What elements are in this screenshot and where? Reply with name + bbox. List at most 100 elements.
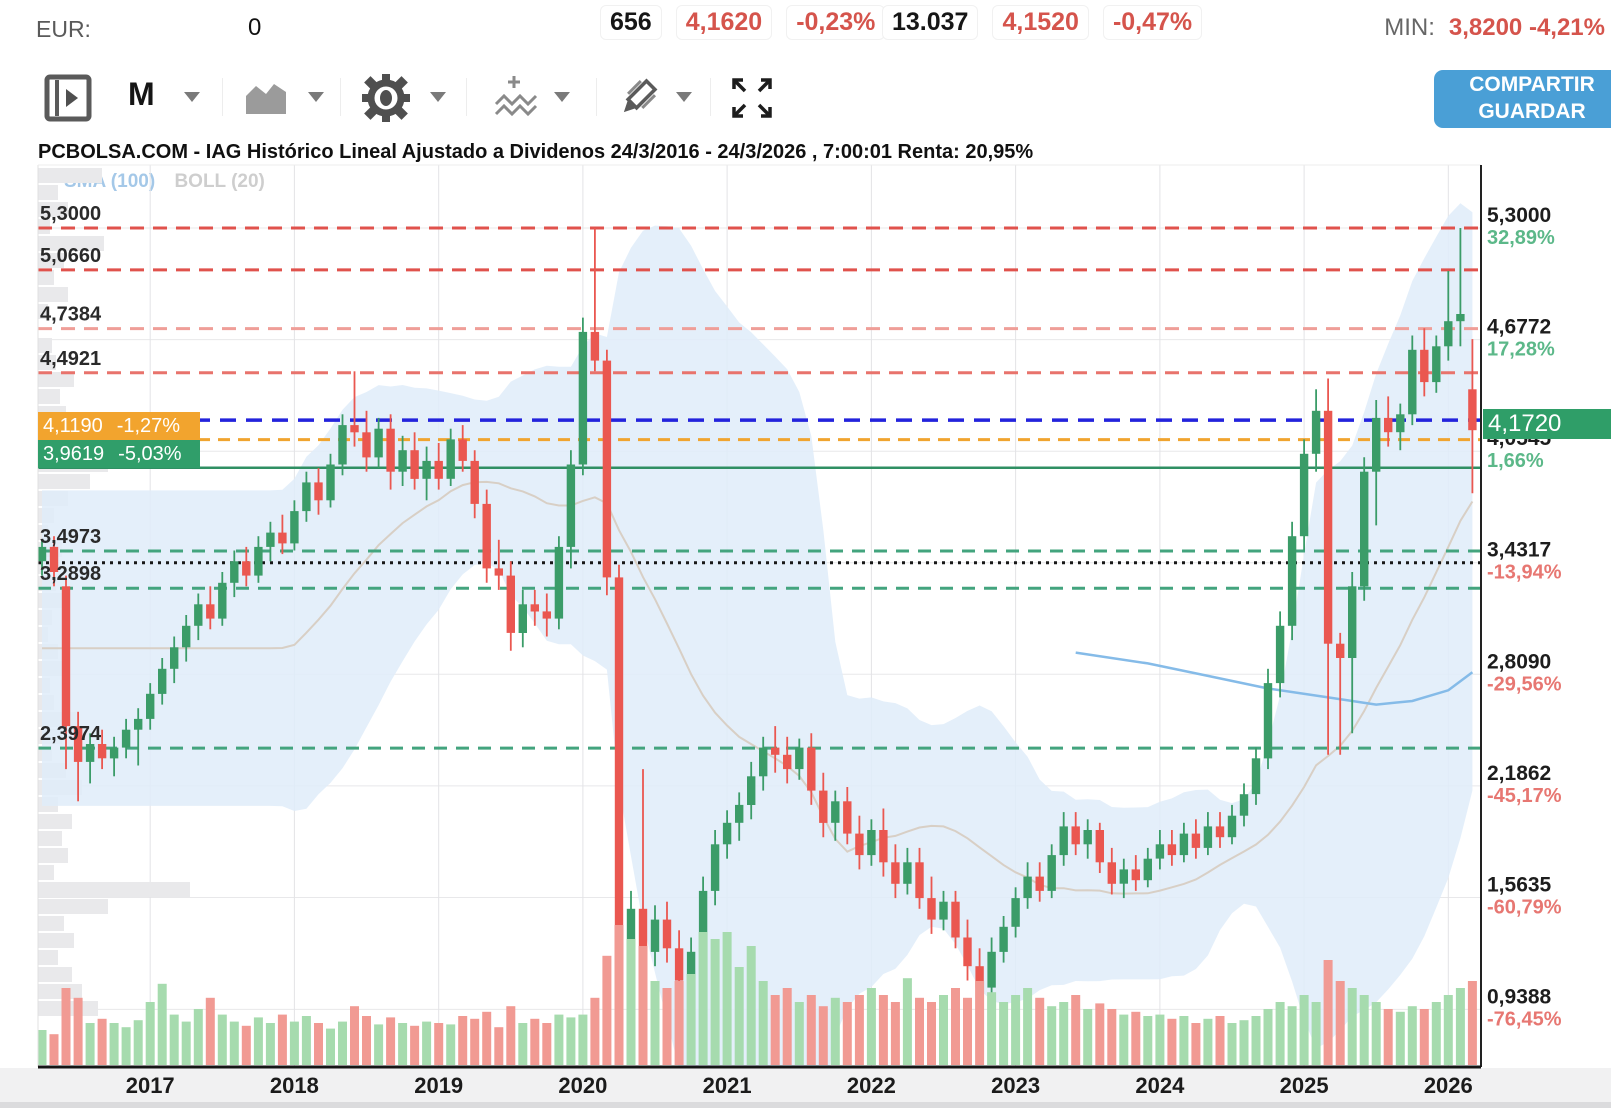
draw-pencil-icon[interactable]	[616, 76, 660, 120]
candle-body	[987, 951, 996, 988]
candle-body	[662, 919, 672, 949]
right-axis-value: 2,1862	[1487, 762, 1551, 785]
volume-bar	[1227, 1023, 1237, 1065]
x-axis-year-label: 2017	[126, 1073, 175, 1098]
candle-body	[458, 439, 467, 461]
volume-bar	[734, 967, 744, 1065]
volume-bar	[590, 997, 600, 1065]
volume-bar	[410, 1025, 420, 1065]
volume-bar	[253, 1017, 263, 1065]
candle-body	[638, 908, 648, 952]
candle-body	[710, 844, 720, 891]
volume-bar	[1143, 1016, 1153, 1065]
candle-body	[446, 439, 455, 479]
right-axis-value: 5,3000	[1487, 204, 1551, 227]
volume-bar	[49, 1034, 59, 1065]
candle-body	[1239, 794, 1249, 816]
volume-profile-bar	[38, 202, 68, 217]
x-axis-year-label: 2019	[414, 1073, 463, 1098]
share-save-button[interactable]: COMPARTIR GUARDAR	[1434, 70, 1611, 128]
chart-type-caret-icon[interactable]	[308, 92, 324, 102]
volume-bar	[1119, 1014, 1129, 1065]
volume-bar	[386, 1017, 396, 1065]
candle-body	[722, 822, 732, 845]
volume-bar	[1455, 988, 1465, 1065]
candle-body	[194, 604, 203, 626]
volume-bar	[662, 988, 672, 1065]
volume-bar	[97, 1018, 107, 1065]
interval-caret-icon[interactable]	[184, 92, 200, 102]
candle-body	[374, 428, 383, 458]
candle-body	[1035, 876, 1044, 891]
volume-bar	[1443, 995, 1453, 1065]
bottom-scroll-strip[interactable]	[0, 1102, 1611, 1108]
legend-boll[interactable]: BOLL (20)	[174, 171, 265, 192]
candle-body	[97, 744, 107, 759]
left-axis-value: 4,4921	[40, 348, 101, 370]
candle-body	[1143, 858, 1152, 881]
last-price-badge: 4,1720	[1483, 409, 1611, 439]
draw-caret-icon[interactable]	[676, 92, 692, 102]
fullscreen-icon[interactable]	[730, 76, 774, 120]
quote-change: -0,47%	[1102, 5, 1203, 40]
volume-bar	[902, 978, 912, 1065]
candle-body	[602, 360, 612, 578]
volume-bar	[169, 1014, 179, 1065]
badge-value: 3,9619	[43, 442, 105, 465]
x-axis-year-label: 2020	[558, 1073, 607, 1098]
panel-toggle-icon[interactable]	[44, 74, 92, 122]
settings-caret-icon[interactable]	[430, 92, 446, 102]
candle-body	[1311, 410, 1321, 454]
candle-body	[855, 833, 864, 856]
badge-value: 4,1190	[43, 414, 103, 437]
volume-profile-bar	[38, 899, 108, 914]
volume-bar	[1059, 1002, 1069, 1065]
candle-body	[1203, 826, 1213, 848]
chart-type-area-icon[interactable]	[244, 80, 288, 116]
volume-bar	[458, 1016, 468, 1065]
left-axis-value: 4,7384	[40, 304, 102, 326]
candle-body	[218, 582, 227, 619]
volume-bar	[999, 1002, 1009, 1065]
volume-profile-bar	[38, 372, 74, 387]
settings-gear-icon[interactable]	[360, 72, 412, 124]
volume-bar	[722, 932, 732, 1065]
candle-body	[410, 450, 419, 479]
candle-body	[314, 482, 323, 501]
candle-body	[386, 428, 395, 472]
candle-body	[470, 460, 479, 504]
volume-profile-bar	[38, 270, 54, 285]
x-axis-year-label: 2021	[703, 1073, 752, 1098]
add-indicator-icon[interactable]	[494, 74, 540, 120]
candle-body	[1348, 586, 1357, 658]
volume-profile-bar	[38, 831, 62, 846]
candle-body	[975, 966, 984, 988]
volume-profile-bar	[38, 814, 72, 829]
left-axis-value: 3,2898	[40, 563, 101, 585]
volume-bar	[987, 992, 997, 1065]
candle-body	[747, 776, 756, 805]
candle-body	[1011, 898, 1020, 927]
volume-bar	[578, 1014, 588, 1065]
volume-bar	[1083, 1009, 1093, 1065]
volume-bar	[326, 1028, 335, 1065]
level-badge-orange: 4,1190 -1,27%	[38, 412, 200, 440]
volume-profile-bar	[38, 865, 54, 880]
volume-profile-bar	[38, 967, 72, 982]
candle-body	[1191, 833, 1201, 848]
candle-body	[831, 801, 840, 823]
volume-bar	[470, 1018, 480, 1065]
candle-body	[482, 503, 491, 569]
volume-bar	[482, 1011, 492, 1065]
interval-select[interactable]: M	[128, 76, 155, 112]
candle-body	[85, 744, 95, 762]
volume-bar	[1323, 960, 1333, 1065]
volume-bar	[277, 1014, 287, 1065]
candle-body	[434, 460, 443, 479]
candle-body	[1215, 826, 1225, 838]
candle-body	[109, 747, 119, 759]
volume-bar	[554, 1014, 564, 1065]
volume-profile-bar	[38, 950, 58, 965]
indicator-caret-icon[interactable]	[554, 92, 570, 102]
